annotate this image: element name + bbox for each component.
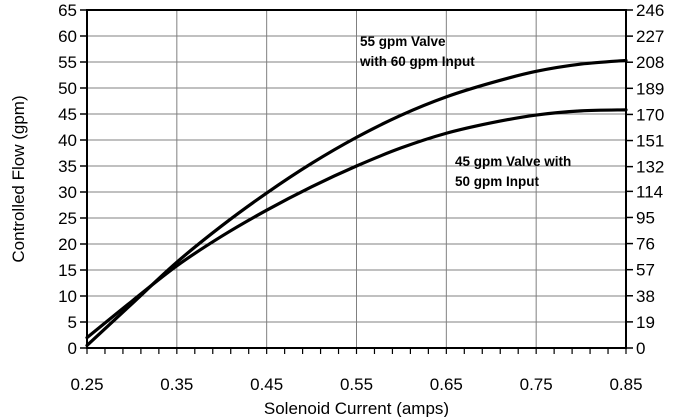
x-tick-label: 0.35: [160, 375, 193, 394]
x-tick-label: 0.55: [340, 375, 373, 394]
x-tick-label: 0.65: [430, 375, 463, 394]
y2-tick-label: 208: [636, 53, 664, 72]
x-tick-label: 0.75: [520, 375, 553, 394]
axis-ticks: [80, 9, 633, 354]
y-tick-label: 50: [58, 79, 77, 98]
y-tick-label: 25: [58, 209, 77, 228]
y-tick-label: 10: [58, 287, 77, 306]
y2-tick-label: 132: [636, 158, 664, 177]
y-tick-label: 60: [58, 27, 77, 46]
tick-labels: 0 5 10 15 20 25 30 35 40 45 50 55 60 65 0 19 38 57 76 95 114…: [58, 1, 664, 394]
y-tick-label: 40: [58, 131, 77, 150]
series-2-label-line2: 50 gpm Input: [455, 174, 540, 189]
series-1-label-line2: with 60 gpm Input: [359, 54, 475, 69]
x-axis-title: Solenoid Current (amps): [264, 399, 449, 417]
x-tick-label: 0.45: [250, 375, 283, 394]
y-tick-label: 15: [58, 261, 77, 280]
y-tick-label: 65: [58, 1, 77, 20]
y2-tick-label: 246: [636, 1, 664, 20]
series-1-label-line1: 55 gpm Valve: [360, 34, 446, 49]
series-line-1: [85, 58, 628, 347]
y-tick-label: 45: [58, 105, 77, 124]
series-2-annotation: 45 gpm Valve with 50 gpm Input: [455, 154, 571, 189]
y2-tick-label: 38: [636, 287, 655, 306]
y-tick-label: 20: [58, 235, 77, 254]
y-tick-label: 35: [58, 157, 77, 176]
x-tick-label: 0.25: [70, 375, 103, 394]
y2-tick-label: 114: [636, 182, 663, 201]
y2-tick-label: 76: [636, 235, 655, 254]
y2-tick-label: 95: [636, 208, 655, 227]
grid-lines: [87, 10, 626, 348]
y2-tick-label: 151: [636, 132, 664, 151]
y2-tick-label: 0: [636, 339, 645, 358]
y2-tick-label: 170: [636, 105, 664, 124]
y2-tick-label: 57: [636, 261, 655, 280]
series-line-2: [85, 108, 628, 340]
x-tick-label: 0.85: [609, 375, 642, 394]
y-tick-label: 0: [68, 339, 77, 358]
y2-tick-label: 19: [636, 313, 655, 332]
y-tick-label: 5: [68, 313, 77, 332]
series-1-annotation: 55 gpm Valve with 60 gpm Input: [359, 34, 475, 69]
y2-tick-label: 189: [636, 79, 664, 98]
y-tick-label: 55: [58, 53, 77, 72]
series-2-label-line1: 45 gpm Valve with: [455, 154, 571, 169]
y-axis-title: Controlled Flow (gpm): [9, 95, 28, 262]
y-tick-label: 30: [58, 183, 77, 202]
y2-tick-label: 227: [636, 27, 664, 46]
series-group: [85, 58, 628, 347]
